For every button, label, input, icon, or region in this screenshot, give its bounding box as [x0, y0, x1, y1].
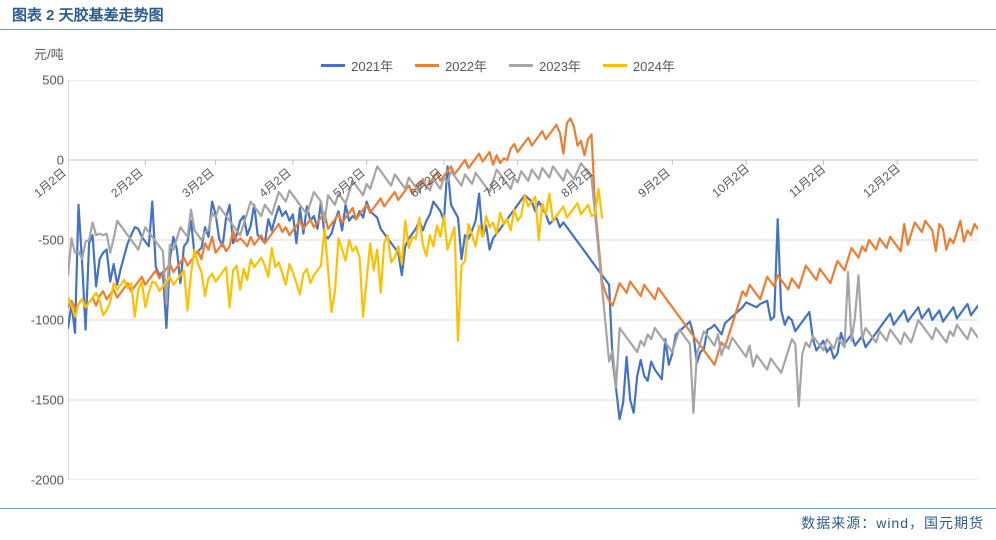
legend-label: 2021年 — [351, 56, 393, 75]
source-text: 数据来源：wind，国元期货 — [801, 515, 984, 531]
y-tick-label: -1000 — [8, 313, 64, 328]
legend-swatch — [603, 64, 627, 67]
source-bar: 数据来源：wind，国元期货 — [0, 508, 996, 537]
legend-swatch — [509, 64, 533, 67]
chart-area: 元/吨 2021年2022年2023年2024年 -2000-1500-1000… — [0, 30, 996, 508]
legend-swatch — [415, 64, 439, 67]
legend-swatch — [321, 64, 345, 67]
plot-svg — [68, 80, 978, 480]
chart-title: 图表 2 天胶基差走势图 — [12, 7, 164, 24]
legend-label: 2023年 — [539, 56, 581, 75]
chart-title-bar: 图表 2 天胶基差走势图 — [0, 0, 996, 30]
legend-item: 2024年 — [603, 56, 675, 75]
legend-label: 2022年 — [445, 56, 487, 75]
y-tick-label: -500 — [8, 233, 64, 248]
legend-item: 2021年 — [321, 56, 393, 75]
y-tick-label: -1500 — [8, 393, 64, 408]
legend: 2021年 2022年 2023年 2024年 — [0, 56, 996, 75]
legend-label: 2024年 — [633, 56, 675, 75]
legend-item: 2023年 — [509, 56, 581, 75]
y-tick-label: -2000 — [8, 473, 64, 488]
y-tick-label: 500 — [8, 73, 64, 88]
x-tick-label: 1月2日 — [30, 164, 70, 201]
legend-item: 2022年 — [415, 56, 487, 75]
